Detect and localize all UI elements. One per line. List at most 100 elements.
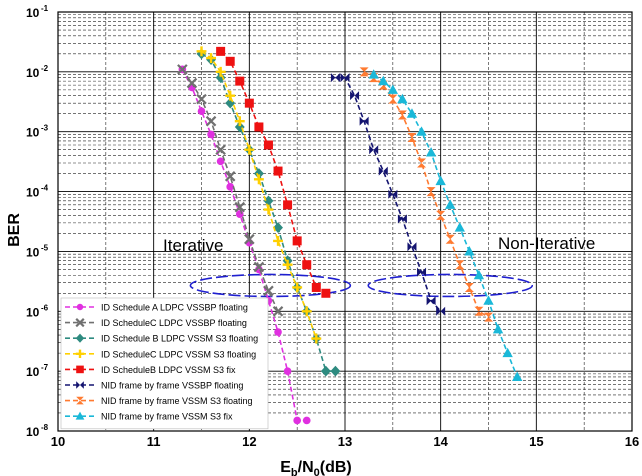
data-point xyxy=(397,115,407,120)
data-point xyxy=(215,72,226,84)
data-point xyxy=(75,411,85,420)
data-point xyxy=(226,183,235,191)
data-point xyxy=(75,318,85,328)
y-tick-base: 10 xyxy=(26,6,40,20)
data-point xyxy=(436,306,441,316)
y-tick-exp: -3 xyxy=(41,124,49,133)
data-point xyxy=(225,56,235,66)
legend-box xyxy=(60,297,269,430)
data-point xyxy=(383,166,388,176)
legend-item: ID ScheduleC LDPC VSSBP floating xyxy=(65,318,247,328)
data-point xyxy=(440,306,446,316)
data-point xyxy=(436,210,446,216)
data-point xyxy=(484,312,493,318)
data-point xyxy=(274,328,282,336)
legend-label: ID ScheduleB LDPC VSSM S3 fix xyxy=(101,365,236,375)
series-7 xyxy=(359,67,493,322)
data-point xyxy=(80,381,84,389)
data-point xyxy=(215,66,226,77)
data-point xyxy=(369,145,374,155)
data-point xyxy=(369,77,379,83)
region-ellipse xyxy=(367,273,534,298)
data-point xyxy=(330,365,341,377)
data-point xyxy=(263,140,273,150)
legend-label: NID frame by frame VSSM S3 fix xyxy=(101,412,233,422)
data-point xyxy=(512,371,523,381)
x-axis-label-rest: /N xyxy=(298,459,314,476)
series-1 xyxy=(178,65,311,425)
data-point xyxy=(283,200,293,210)
legend-label: ID Schedule B LDPC VSSM S3 floating xyxy=(101,334,258,344)
series-5 xyxy=(216,46,331,298)
data-point xyxy=(75,333,85,343)
plot-frame xyxy=(57,11,633,432)
series-6 xyxy=(330,73,446,316)
data-point xyxy=(417,163,427,168)
data-point xyxy=(473,269,485,280)
data-point xyxy=(359,67,369,72)
data-point xyxy=(417,267,422,277)
data-point xyxy=(196,46,207,57)
series-group xyxy=(177,46,523,425)
legend-item: ID ScheduleC LDPC VSSM S3 floating xyxy=(65,349,256,359)
data-point xyxy=(350,91,355,101)
data-point xyxy=(225,90,236,101)
y-tick-label: 10 -2 xyxy=(26,64,49,80)
data-point xyxy=(378,75,389,86)
data-point xyxy=(417,158,427,164)
data-point xyxy=(205,115,217,127)
y-tick-label: 10 -5 xyxy=(26,243,49,259)
legend: ID Schedule A LDPC VSSBP floating ID Sche… xyxy=(60,297,269,430)
data-point xyxy=(454,222,465,232)
data-point xyxy=(177,64,188,75)
data-point xyxy=(426,187,436,192)
data-point xyxy=(368,69,379,79)
data-point xyxy=(445,199,456,209)
data-point xyxy=(311,333,322,344)
y-tick-base: 10 xyxy=(26,365,40,379)
y-tick-label: 10 -8 xyxy=(26,423,49,439)
y-tick-base: 10 xyxy=(26,66,40,80)
data-point xyxy=(234,201,246,213)
data-point xyxy=(359,71,369,77)
data-point xyxy=(474,306,484,312)
data-point xyxy=(301,306,312,317)
data-point xyxy=(76,365,84,374)
data-point xyxy=(273,235,283,246)
data-point xyxy=(283,367,292,375)
x-tick-label: 15 xyxy=(529,434,543,449)
data-point xyxy=(425,147,437,157)
data-point xyxy=(411,242,417,252)
x-tick-label: 12 xyxy=(242,434,256,449)
data-point xyxy=(235,76,245,86)
data-point xyxy=(253,261,265,273)
data-point xyxy=(186,77,198,89)
data-point xyxy=(426,296,432,306)
legend-item: NID frame by frame VSSBP floating xyxy=(65,381,243,391)
y-tick-label: 10 -7 xyxy=(26,363,49,379)
y-tick-label: 10 -4 xyxy=(26,184,49,200)
legend-label: ID ScheduleC LDPC VSSBP floating xyxy=(101,318,247,328)
data-point xyxy=(406,108,418,118)
data-point xyxy=(402,214,407,224)
data-point xyxy=(320,365,331,377)
data-point xyxy=(340,73,345,83)
data-point xyxy=(397,214,403,224)
legend-item: NID frame by frame VSSM S3 fix xyxy=(65,411,233,422)
annotation-iterative: Iterative xyxy=(163,236,223,255)
legend-item: ID Schedule A LDPC VSSBP floating xyxy=(65,303,248,313)
data-point xyxy=(234,116,245,127)
x-axis-label: Eb/N0(dB) xyxy=(280,459,352,476)
data-point xyxy=(426,191,436,197)
y-tick-exp: -2 xyxy=(41,64,49,73)
x-axis-ticks: 10 11 12 13 14 15 16 xyxy=(51,434,639,449)
x-tick-label: 11 xyxy=(147,434,161,449)
data-point xyxy=(330,73,336,83)
data-point xyxy=(407,133,417,138)
series-2 xyxy=(177,64,284,317)
data-point xyxy=(302,260,312,270)
series-8 xyxy=(368,69,523,381)
legend-item: NID frame by frame VSSM S3 floating xyxy=(65,396,253,406)
data-point xyxy=(435,175,446,186)
data-point xyxy=(388,189,393,199)
